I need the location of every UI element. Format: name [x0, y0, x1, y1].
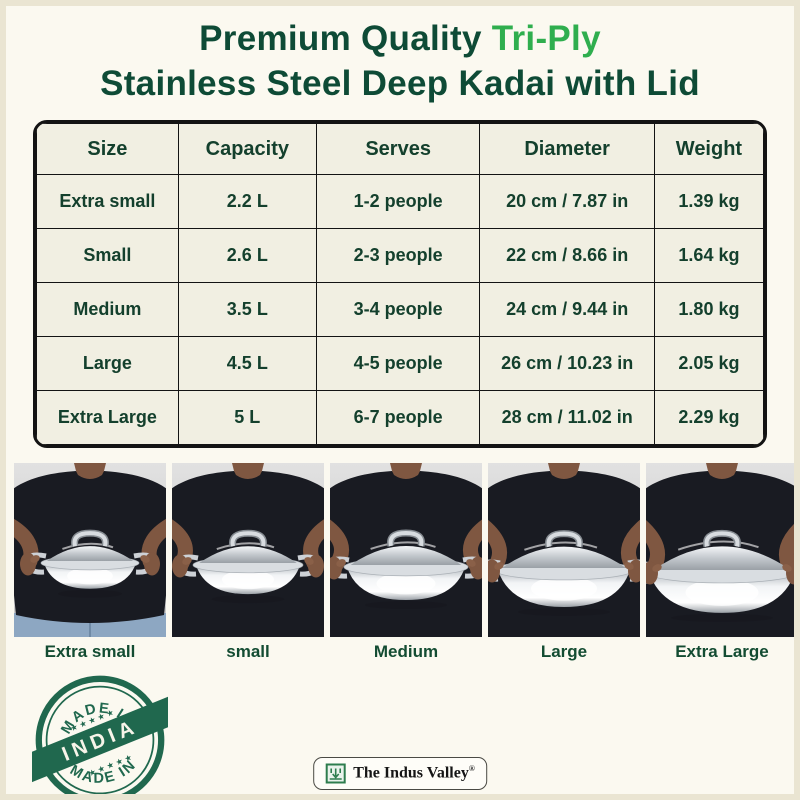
table-row: Small 2.6 L 2-3 people 22 cm / 8.66 in 1.64 … — [36, 228, 764, 283]
table-cell: 6-7 people — [315, 390, 481, 445]
table-header-cell: Size — [36, 123, 179, 175]
kadai-lid-dome — [46, 546, 134, 561]
table-cell: 1.80 kg — [653, 282, 764, 337]
table-cell: Medium — [36, 282, 179, 337]
kadai-photo-illustration — [14, 463, 166, 637]
table-header-cell: Weight — [653, 123, 764, 175]
size-photo — [646, 463, 794, 637]
table-cell: 5 L — [177, 390, 317, 445]
person-neck — [232, 463, 264, 480]
table-row: Extra Large 5 L 6-7 people 28 cm / 11.02 in… — [36, 390, 764, 445]
person-neck — [390, 463, 422, 480]
size-table-body: Extra small 2.2 L 1-2 people 20 cm / 7.87 i… — [36, 174, 764, 445]
indus-valley-seal-icon — [325, 763, 346, 784]
table-cell: 2.05 kg — [653, 336, 764, 391]
kadai-lid-dome — [501, 546, 627, 568]
table-cell: Extra Large — [36, 390, 179, 445]
table-cell: 1.64 kg — [653, 228, 764, 283]
kadai-lid-handle — [72, 531, 108, 547]
title-line-2: Stainless Steel Deep Kadai with Lid — [100, 64, 700, 103]
table-cell: Small — [36, 228, 179, 283]
size-photos-row — [14, 463, 794, 637]
table-cell: Large — [36, 336, 179, 391]
size-table: Size Capacity Serves Diameter Weight Extra s… — [36, 123, 764, 445]
table-cell: 26 cm / 10.23 in — [479, 336, 655, 391]
table-row: Medium 3.5 L 3-4 people 24 cm / 9.44 in 1.80… — [36, 282, 764, 337]
table-cell: 24 cm / 9.44 in — [479, 282, 655, 337]
table-header-cell: Capacity — [177, 123, 317, 175]
table-header-cell: Diameter — [479, 123, 655, 175]
table-cell: 22 cm / 8.66 in — [479, 228, 655, 283]
size-photo — [172, 463, 324, 637]
table-cell: 3.5 L — [177, 282, 317, 337]
made-in-india-stamp-icon: MADE IN MADE IN ★ ★ ★ ★ ★ INDIA ★ ★ ★ ★ … — [32, 675, 168, 794]
registered-mark: ® — [468, 764, 475, 774]
page-title: Premium Quality Tri-Ply Stainless Steel D… — [6, 16, 794, 106]
size-photo-labels: Extra small small Medium Large Extra Large — [14, 642, 794, 662]
table-row: Large 4.5 L 4-5 people 26 cm / 10.23 in 2.05… — [36, 336, 764, 391]
table-cell: 2.29 kg — [653, 390, 764, 445]
table-cell: 1-2 people — [315, 174, 481, 229]
title-line-1: Premium Quality Tri-Ply — [6, 16, 794, 61]
brand-name: The Indus Valley® — [353, 764, 475, 782]
size-table-wrap: Size Capacity Serves Diameter Weight Extra s… — [33, 120, 767, 448]
person-neck — [706, 463, 738, 480]
size-photo-label: Extra Large — [675, 642, 769, 661]
kadai-lid-dome — [653, 546, 791, 570]
size-photo-label: small — [226, 642, 270, 661]
size-photo — [488, 463, 640, 637]
person-neck — [74, 463, 106, 480]
kadai-lid-handle — [388, 530, 424, 547]
title-prefix: Premium Quality — [199, 19, 482, 58]
table-header-cell: Serves — [315, 123, 481, 175]
kadai-photo-illustration — [172, 463, 324, 637]
table-cell: Extra small — [36, 174, 179, 229]
kadai-lid-handle — [546, 531, 582, 548]
table-cell: 2-3 people — [315, 228, 481, 283]
table-row: Extra small 2.2 L 1-2 people 20 cm / 7.87 i… — [36, 174, 764, 229]
size-photo — [330, 463, 482, 637]
size-photo — [14, 463, 166, 637]
kadai-photo-illustration — [646, 463, 794, 637]
table-cell: 1.39 kg — [653, 174, 764, 229]
brand-logo: The Indus Valley® — [313, 757, 487, 790]
size-photo-label: Extra small — [44, 642, 136, 661]
table-cell: 4.5 L — [177, 336, 317, 391]
table-header-row: Size Capacity Serves Diameter Weight — [36, 123, 764, 175]
kadai-photo-illustration — [488, 463, 640, 637]
stamp-banner — [32, 696, 168, 783]
kadai-photo-illustration — [330, 463, 482, 637]
kadai-lid-dome — [350, 545, 462, 565]
person-neck — [548, 463, 580, 480]
kadai-lid-dome — [199, 546, 297, 563]
title-highlight: Tri-Ply — [491, 19, 601, 58]
table-cell: 2.6 L — [177, 228, 317, 283]
table-cell: 3-4 people — [315, 282, 481, 337]
table-cell: 20 cm / 7.87 in — [479, 174, 655, 229]
size-photo-label: Medium — [373, 642, 439, 661]
size-photo-label: Large — [540, 642, 588, 661]
kadai-lid-handle — [230, 531, 266, 547]
table-cell: 4-5 people — [315, 336, 481, 391]
table-cell: 28 cm / 11.02 in — [479, 390, 655, 445]
table-cell: 2.2 L — [177, 174, 317, 229]
kadai-lid-handle — [704, 531, 740, 547]
